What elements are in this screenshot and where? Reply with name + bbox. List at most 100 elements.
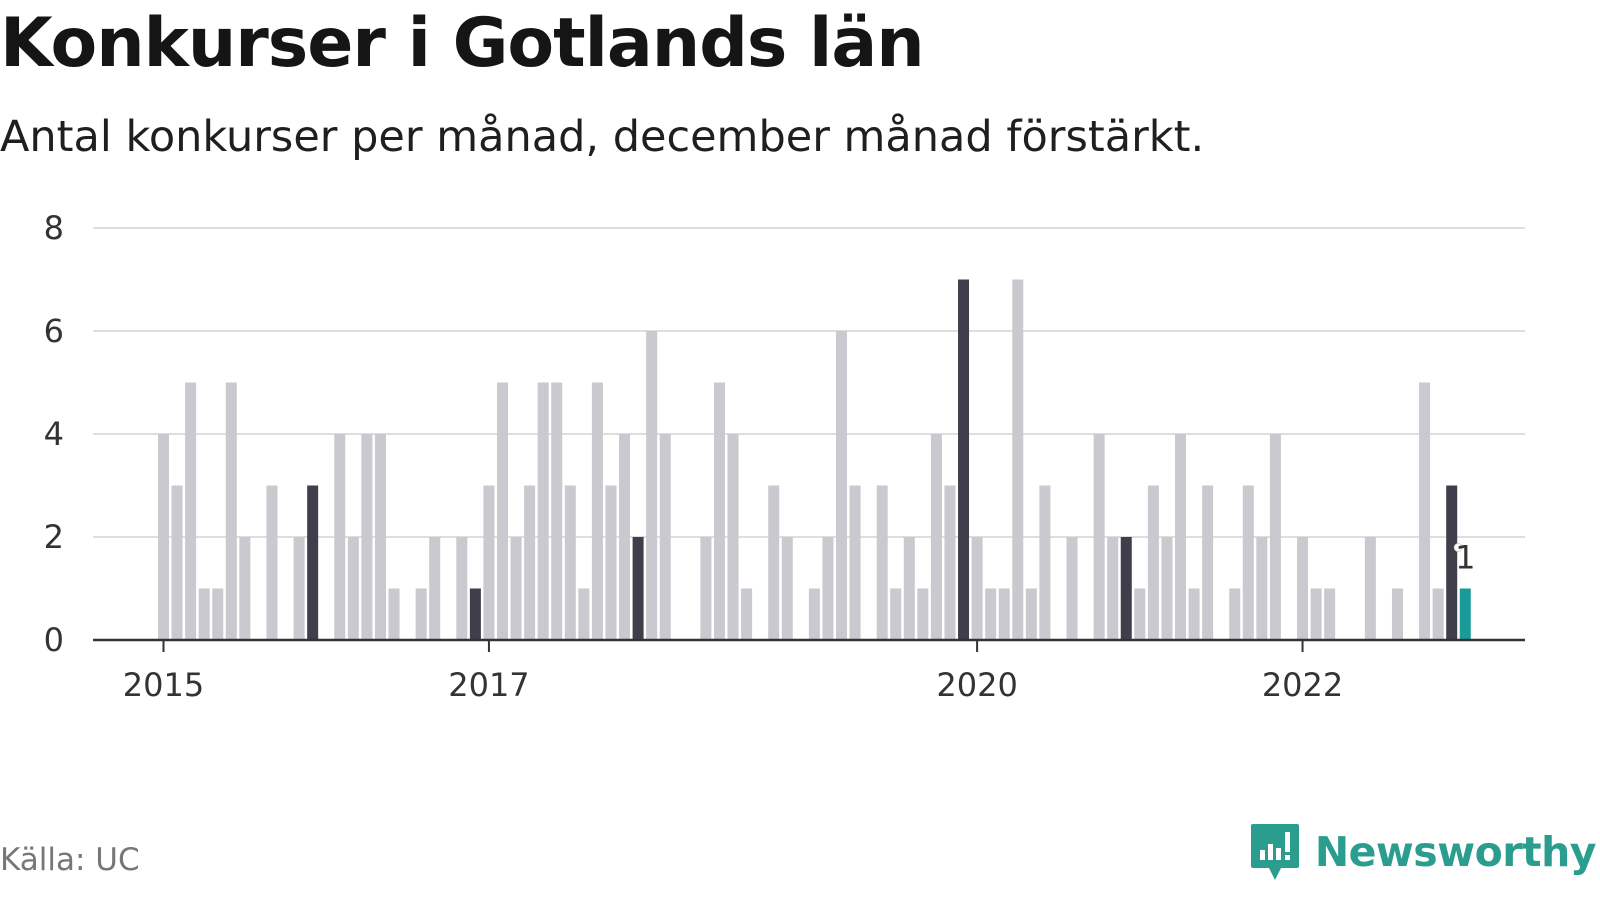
bar (646, 331, 658, 640)
y-tick-label: 8 (44, 209, 64, 247)
bar (483, 485, 495, 640)
bar (185, 382, 197, 640)
bar (158, 434, 169, 640)
bar (1161, 537, 1173, 640)
bar (1364, 537, 1376, 640)
bar (849, 485, 861, 640)
bar-december (307, 485, 319, 640)
bar (890, 588, 902, 640)
bar (700, 537, 712, 640)
bar (497, 382, 508, 640)
bar-december (632, 537, 644, 640)
bar (456, 537, 468, 640)
bar (713, 382, 725, 640)
bar (659, 434, 671, 640)
bar (1269, 434, 1281, 640)
bar (361, 434, 373, 640)
bar-december (1446, 485, 1458, 640)
bar (917, 588, 929, 640)
bar (998, 588, 1010, 640)
bar (836, 331, 847, 640)
bar (225, 382, 237, 640)
bar (1229, 588, 1241, 640)
bar (985, 588, 997, 640)
bar (415, 588, 427, 640)
bar (1432, 588, 1444, 640)
bar (293, 537, 305, 640)
bar-december (958, 279, 970, 640)
bar (781, 537, 793, 640)
bar (822, 537, 834, 640)
bar (1324, 588, 1336, 640)
x-tick-label: 2017 (448, 666, 529, 704)
y-tick-label: 0 (44, 621, 64, 659)
bar (334, 434, 346, 640)
bar (971, 537, 983, 640)
last-value-label: 1 (1455, 539, 1475, 577)
y-tick-label: 6 (44, 312, 64, 350)
x-tick-label: 2020 (936, 666, 1017, 704)
bar (768, 485, 780, 640)
bar (564, 485, 576, 640)
bar (551, 382, 563, 640)
bar-chart: 0 2 4 6 8 2015 2017 2020 2022 1 (44, 209, 1525, 704)
x-tick-label: 2015 (123, 666, 204, 704)
bar (1025, 588, 1037, 640)
bar (1202, 485, 1214, 640)
bar (619, 434, 631, 640)
bar (374, 434, 386, 640)
bar (347, 537, 359, 640)
bar (1310, 588, 1322, 640)
bar (605, 485, 617, 640)
bar (1242, 485, 1254, 640)
y-tick-label: 4 (44, 415, 64, 453)
source-note: Källa: UC (0, 842, 140, 878)
last-label-marker (1453, 543, 1463, 552)
bar (1012, 279, 1024, 640)
bar (1256, 537, 1268, 640)
bar (388, 588, 400, 640)
newsworthy-logo-icon (1250, 824, 1299, 880)
bar (1107, 537, 1119, 640)
bar (930, 434, 942, 640)
bar (1066, 537, 1078, 640)
bar (944, 485, 956, 640)
bar (198, 588, 210, 640)
bar (524, 485, 536, 640)
bar (239, 537, 251, 640)
bar (212, 588, 224, 640)
bar (591, 382, 603, 640)
bar (903, 537, 915, 640)
bar-december (1120, 537, 1132, 640)
bar (1188, 588, 1200, 640)
bar (876, 485, 888, 640)
gridlines (93, 227, 1525, 538)
bar (1297, 537, 1309, 640)
brand-logo: Newsworthy (1249, 822, 1597, 882)
bar-latest (1459, 588, 1471, 640)
bar (727, 434, 739, 640)
brand-name: Newsworthy (1314, 828, 1597, 876)
chart-title: Konkurser i Gotlands län (0, 4, 925, 83)
bar-december (469, 588, 481, 640)
bar (578, 588, 590, 640)
bar (429, 537, 441, 640)
y-tick-label: 2 (44, 518, 64, 556)
bar (1391, 588, 1403, 640)
bar (171, 485, 183, 640)
bar (808, 588, 820, 640)
bar (537, 382, 549, 640)
x-tick-label: 2022 (1262, 666, 1343, 704)
y-axis-ticks: 0 2 4 6 8 (44, 209, 64, 659)
x-axis-ticks: 2015 2017 2020 2022 (123, 640, 1343, 704)
bar (1093, 434, 1105, 640)
bars (158, 279, 1471, 640)
bar (510, 537, 522, 640)
bar (1134, 588, 1146, 640)
data-labels: 1 (1453, 539, 1475, 577)
bar (1039, 485, 1051, 640)
bar (1147, 485, 1159, 640)
bar (266, 485, 278, 640)
bar (1419, 382, 1431, 640)
chart-subtitle: Antal konkurser per månad, december måna… (0, 112, 1205, 162)
